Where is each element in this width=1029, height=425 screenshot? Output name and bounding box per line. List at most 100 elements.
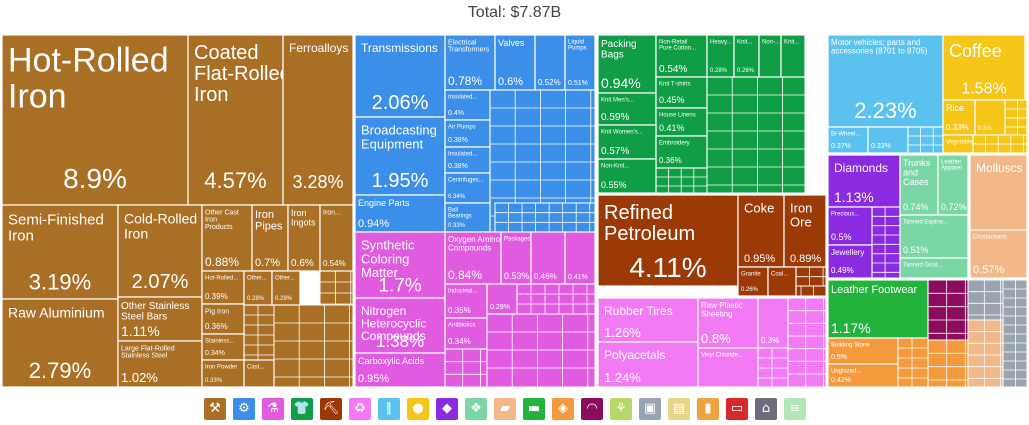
tile-tile-40[interactable]: 0.29% bbox=[486, 283, 518, 315]
tile-tile-65[interactable]: 0.33% bbox=[867, 126, 909, 154]
wheat-icon[interactable]: ⚘ bbox=[610, 398, 632, 420]
tile-coke-54[interactable]: Coke 0.95% bbox=[737, 194, 785, 268]
tile-tile-36[interactable]: 0.46% bbox=[530, 231, 566, 285]
tile-coffee-66[interactable]: Coffee 1.58% bbox=[942, 34, 1026, 101]
gauge-icon[interactable]: ◠ bbox=[581, 398, 603, 420]
tile-cast-18[interactable]: Cast... bbox=[243, 359, 275, 388]
tile-antibiotics-39[interactable]: Antibiotics 0.34% bbox=[444, 317, 488, 350]
tile-bi-wheel-64[interactable]: Bi-Wheel... 0.37% bbox=[827, 126, 869, 154]
tile-packaged-35[interactable]: Packaged... 0.53% bbox=[500, 231, 536, 285]
flask-icon[interactable]: ⚗ bbox=[262, 398, 284, 420]
filler-tile-4[interactable] bbox=[494, 202, 596, 233]
recycle-icon[interactable]: ♻ bbox=[349, 398, 371, 420]
filler-tile-1[interactable] bbox=[273, 304, 354, 388]
tile-unglazed-81[interactable]: Unglazed... 0.42% bbox=[827, 363, 899, 388]
tile-valves-23[interactable]: Valves 0.6% bbox=[494, 34, 536, 91]
shoe-icon[interactable]: ▬ bbox=[523, 398, 545, 420]
filler-tile-14[interactable] bbox=[907, 126, 944, 154]
tile-vinyl-chloride-62[interactable]: Vinyl Chloride... bbox=[697, 347, 759, 388]
tile-rubber-tires-58[interactable]: Rubber Tires 1.26% bbox=[597, 297, 699, 343]
filler-tile-9[interactable] bbox=[655, 167, 708, 194]
tile-other-16[interactable]: Other... 0.28% bbox=[243, 270, 273, 306]
tile-iron-11[interactable]: Iron... 0.54% bbox=[319, 204, 354, 272]
tile-ferroalloys-2[interactable]: Ferroalloys 3.28% bbox=[282, 34, 354, 206]
tile-carboxylic-acids-33[interactable]: Carboxylic Acids 0.95% bbox=[354, 352, 446, 388]
tile-granite-56[interactable]: Granite 0.26% bbox=[737, 266, 769, 297]
tile-rice-67[interactable]: Rice 0.33% bbox=[942, 99, 976, 136]
pickaxe-icon[interactable]: ⛏ bbox=[320, 398, 342, 420]
filler-tile-12[interactable] bbox=[787, 297, 827, 388]
filler-tile-17[interactable] bbox=[871, 206, 901, 279]
tile-industrial-38[interactable]: Industrial... 0.35% bbox=[444, 283, 488, 319]
filler-tile-2[interactable] bbox=[243, 304, 275, 361]
tile-tile-24[interactable]: 0.52% bbox=[534, 34, 566, 91]
tile-knit-men-s-47[interactable]: Knit Men's... 0.59% bbox=[597, 92, 657, 126]
tile-tanned-equine-75[interactable]: Tanned Equine... 0.51% bbox=[899, 214, 969, 259]
road-icon[interactable]: ∥ bbox=[378, 398, 400, 420]
misc-icon[interactable]: ≡ bbox=[784, 398, 806, 420]
tile-non-45[interactable]: Non-... bbox=[758, 34, 782, 78]
tile-other-17[interactable]: Other... 0.28% bbox=[271, 270, 301, 306]
bottle-icon[interactable]: ▮ bbox=[697, 398, 719, 420]
tile-iron-powder-15[interactable]: Iron Powder 0.33% bbox=[201, 359, 245, 388]
filler-tile-6[interactable] bbox=[516, 283, 596, 315]
filler-tile-20[interactable] bbox=[967, 279, 1004, 321]
tile-air-pumps-27[interactable]: Air Pumps 0.38% bbox=[444, 119, 491, 148]
tile-centrifuges-29[interactable]: Centrifuges... 0.34% bbox=[444, 172, 491, 204]
filler-tile-5[interactable] bbox=[486, 313, 596, 388]
tile-insulated-26[interactable]: Insulated... 0.4% bbox=[444, 89, 491, 121]
tile-engine-parts-21[interactable]: Engine Parts 0.94% bbox=[354, 194, 446, 233]
tile-embroidery-51[interactable]: Embroidery 0.36% bbox=[655, 135, 708, 169]
tile-precious-71[interactable]: Precious... 0.5% bbox=[827, 206, 873, 246]
tile-coal-57[interactable]: Coal... bbox=[767, 266, 797, 297]
gear-icon[interactable]: ⚙ bbox=[233, 398, 255, 420]
tile-knit-t-shirts-48[interactable]: Knit T-shirts 0.45% bbox=[655, 76, 708, 109]
tile-knit-women-s-50[interactable]: Knit Women's... 0.57% bbox=[597, 124, 657, 160]
tile-knit-46[interactable]: Knit... bbox=[780, 34, 806, 78]
tile-diamonds-70[interactable]: Diamonds 1.13% bbox=[827, 154, 901, 208]
shirt-icon[interactable]: 👕 bbox=[291, 398, 313, 420]
tile-building-stone-80[interactable]: Building Stone 0.5% bbox=[827, 337, 899, 365]
tile-vegetable-69[interactable]: Vegetable... bbox=[942, 134, 978, 154]
tile-tanned-goat-76[interactable]: Tanned Goat... bbox=[899, 257, 969, 279]
diamond-icon[interactable]: ◆ bbox=[436, 398, 458, 420]
filler-tile-19[interactable] bbox=[927, 279, 969, 341]
filler-tile-7[interactable] bbox=[444, 348, 488, 388]
tile-knit-44[interactable]: Knit... 0.26% bbox=[733, 34, 760, 78]
filler-tile-15[interactable] bbox=[1004, 99, 1028, 136]
tile-jewellery-72[interactable]: Jewellery 0.49% bbox=[827, 244, 873, 279]
tile-heavy-43[interactable]: Heavy... 0.28% bbox=[706, 34, 735, 78]
filler-tile-23[interactable] bbox=[967, 319, 1004, 388]
tile-house-linens-49[interactable]: House Linens 0.41% bbox=[655, 107, 708, 137]
tile-tile-37[interactable]: 0.41% bbox=[564, 231, 596, 285]
paper-icon[interactable]: ▤ bbox=[668, 398, 690, 420]
tile-crustaceans-78[interactable]: Crustaceans 0.57% bbox=[969, 229, 1028, 279]
tile-tile-61[interactable]: 0.3% bbox=[757, 297, 789, 349]
weapon-icon[interactable]: ▭ bbox=[726, 398, 748, 420]
tile-tile-68[interactable]: 0.3% bbox=[974, 99, 1006, 136]
filler-tile-21[interactable] bbox=[1002, 279, 1028, 388]
stone-icon[interactable]: ◈ bbox=[552, 398, 574, 420]
filler-tile-16[interactable] bbox=[972, 134, 1028, 154]
hide-icon[interactable]: ❖ bbox=[465, 398, 487, 420]
tile-pig-iron-13[interactable]: Pig Iron 0.36% bbox=[201, 303, 245, 335]
tile-hot-rolled-12[interactable]: Hot-Rolled... 0.39% bbox=[201, 270, 245, 305]
